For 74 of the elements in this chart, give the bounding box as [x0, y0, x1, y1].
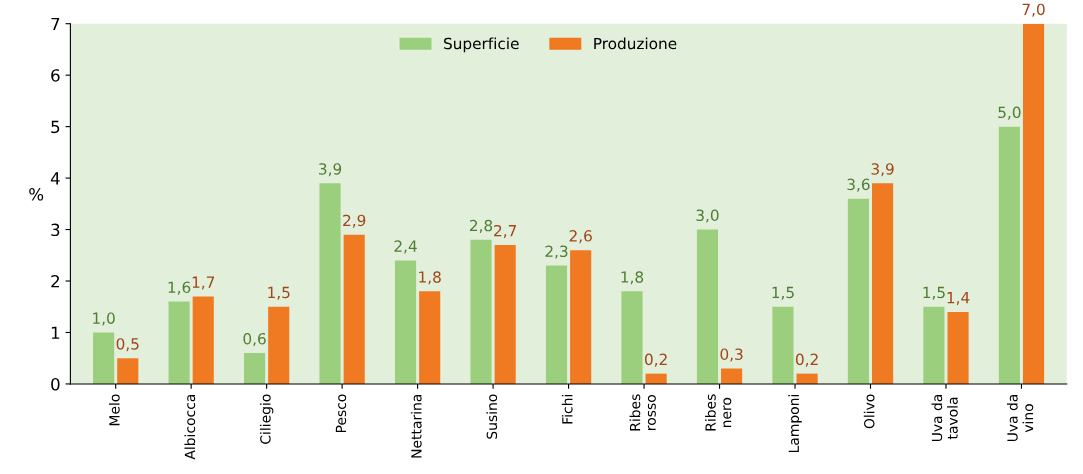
data-label: 1,0 [93, 312, 115, 326]
x-tick-label: Lamponi [788, 394, 802, 453]
data-label: 3,0 [696, 209, 719, 223]
x-tick-label: Nettarina [410, 394, 422, 458]
y-tick-label: 0 [51, 377, 60, 391]
x-tick-label: Fichi [561, 394, 573, 424]
bar [343, 234, 365, 384]
x-tick-label: Uva da tavola [931, 394, 958, 442]
x-tick-label: Uva da vino [1006, 394, 1034, 442]
data-label: 1,4 [947, 292, 970, 305]
x-tick-label: Ciliegio [259, 394, 274, 444]
bar [192, 296, 214, 384]
data-label: 2,4 [394, 240, 417, 254]
data-label: 1,7 [192, 276, 215, 290]
bar [721, 368, 743, 384]
legend-label: Superficie [444, 37, 519, 53]
data-label: 0,3 [720, 348, 743, 362]
data-label: 0,2 [644, 353, 667, 367]
y-tick-label: 4 [50, 172, 60, 185]
data-label: 1,8 [419, 271, 441, 285]
x-tick-label: Melo [108, 394, 120, 426]
y-tick-label: 2 [51, 274, 59, 288]
bar [772, 306, 794, 384]
bar [168, 301, 190, 384]
data-label: 0,6 [243, 332, 266, 347]
bar [923, 306, 945, 384]
x-tick-label: Pesco [335, 394, 347, 433]
x-tick-label: Olivo [863, 394, 875, 429]
bar [319, 183, 341, 384]
data-label: 5,0 [998, 106, 1021, 120]
data-label: 2,8 [469, 219, 493, 233]
data-label: 7,0 [1022, 3, 1045, 17]
x-tick-label: Ribes nero [705, 394, 732, 431]
y-tick-label: 1 [51, 326, 60, 339]
data-label: 2,6 [569, 230, 592, 244]
data-label: 2,3 [545, 245, 568, 259]
data-label: 3,6 [847, 178, 870, 192]
bar [494, 244, 516, 384]
bar [268, 306, 290, 384]
bar [117, 358, 139, 384]
bar [1022, 23, 1045, 384]
bar [419, 291, 441, 384]
y-axis-title: % [29, 187, 44, 201]
bar [872, 183, 894, 384]
data-label: 1,5 [772, 286, 794, 300]
y-tick-label: 3 [51, 223, 60, 237]
bar [998, 126, 1020, 384]
bar [93, 332, 115, 384]
data-label: 0,5 [116, 338, 139, 352]
bar [847, 198, 869, 384]
x-tick-label: Ribes rosso [629, 394, 656, 431]
data-label: 2,9 [343, 214, 366, 228]
data-label: 1,5 [923, 286, 945, 300]
bar [621, 291, 643, 384]
x-tick-label: Susino [486, 394, 498, 439]
bar [470, 239, 492, 384]
bar [696, 229, 719, 384]
y-tick-label: 5 [51, 120, 60, 134]
y-tick-label: 6 [51, 69, 60, 82]
bar [244, 353, 266, 384]
data-label: 1,8 [621, 271, 644, 285]
bar [545, 265, 568, 384]
bar [394, 260, 417, 384]
bar [570, 250, 592, 384]
x-tick-label: Albicocca [184, 394, 196, 460]
data-label: 0,2 [795, 353, 818, 367]
bar [947, 311, 969, 384]
data-label: 3,9 [319, 163, 342, 177]
data-label: 2,7 [494, 224, 517, 239]
data-label: 1,5 [268, 286, 290, 300]
data-label: 3,9 [871, 163, 894, 177]
y-tick-label: 7 [51, 17, 60, 31]
legend-label: Produzione [594, 37, 677, 50]
data-label: 1,6 [168, 281, 191, 295]
